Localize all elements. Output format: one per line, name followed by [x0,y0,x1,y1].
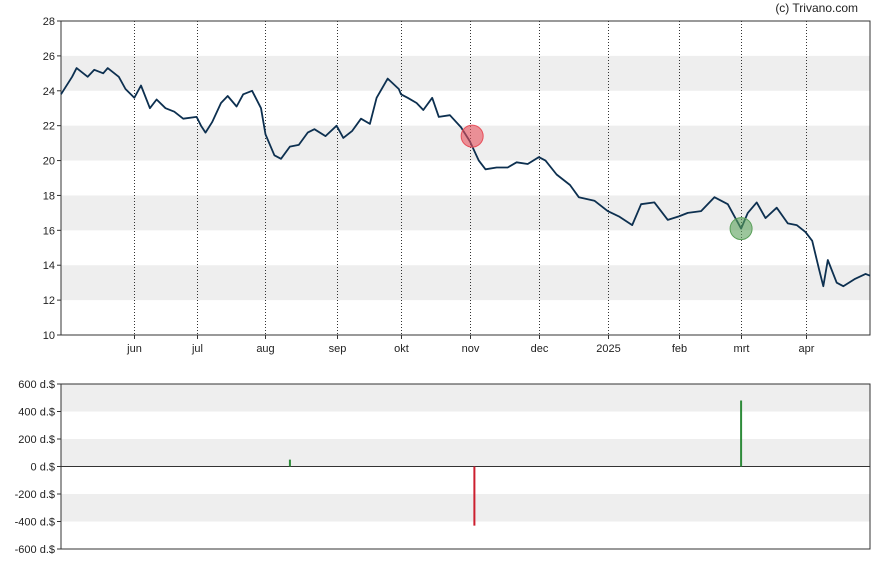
price-band [61,265,870,301]
volume-band [61,439,870,467]
volume-y-axis: -600 d.$ -400 d.$ -200 d.$ 0 d.$ 200 d.$ 400 … [15,379,61,556]
y-tick-label: 22 [43,121,55,133]
volume-bar [288,459,291,467]
y-tick-label: 28 [43,16,55,28]
price-series-line [60,67,871,288]
volume-y-tick-label: -200 d.$ [15,489,55,501]
y-tick-label: 16 [43,225,55,237]
x-tick-label: sep [329,343,347,355]
volume-y-tick-label: -600 d.$ [15,544,55,556]
x-tick-label: 2025 [596,343,620,355]
y-tick-label: 18 [43,190,55,202]
x-tick-label: jul [191,343,203,355]
volume-bar [740,400,743,467]
sell-marker [460,124,484,148]
source-credit: (c) Trivano.com [775,1,858,15]
price-month-gridlines [134,21,807,335]
y-tick-label: 14 [43,260,55,272]
x-tick-label: dec [531,343,549,355]
x-tick-label: feb [672,343,687,355]
price-bands [61,55,870,301]
price-y-axis: 10 12 14 16 18 20 22 24 26 28 [43,16,61,342]
x-tick-label: apr [799,343,815,355]
x-tick-label: jun [126,343,142,355]
x-tick-label: mrt [734,343,750,355]
price-band [61,55,870,91]
x-tick-label: nov [462,343,480,355]
volume-band [61,384,870,412]
price-plot-frame [60,20,871,336]
volume-y-tick-label: 200 d.$ [18,434,55,446]
volume-y-tick-label: 0 d.$ [31,462,55,474]
x-tick-label: okt [394,343,409,355]
buy-marker [729,217,753,241]
volume-y-tick-label: 600 d.$ [18,379,55,391]
y-tick-label: 26 [43,51,55,63]
y-tick-label: 10 [43,330,55,342]
volume-y-tick-label: -400 d.$ [15,517,55,529]
volume-bar [473,466,476,526]
y-tick-label: 20 [43,156,55,168]
trade-markers [460,124,753,241]
volume-y-tick-label: 400 d.$ [18,407,55,419]
y-tick-label: 24 [43,86,55,98]
volume-band [61,494,870,522]
x-tick-label: aug [256,343,274,355]
price-x-axis: jun jul aug sep okt nov dec 2025 feb mrt apr [126,335,815,355]
volume-bars [288,400,743,526]
y-tick-label: 12 [43,295,55,307]
volume-bands [61,384,870,522]
